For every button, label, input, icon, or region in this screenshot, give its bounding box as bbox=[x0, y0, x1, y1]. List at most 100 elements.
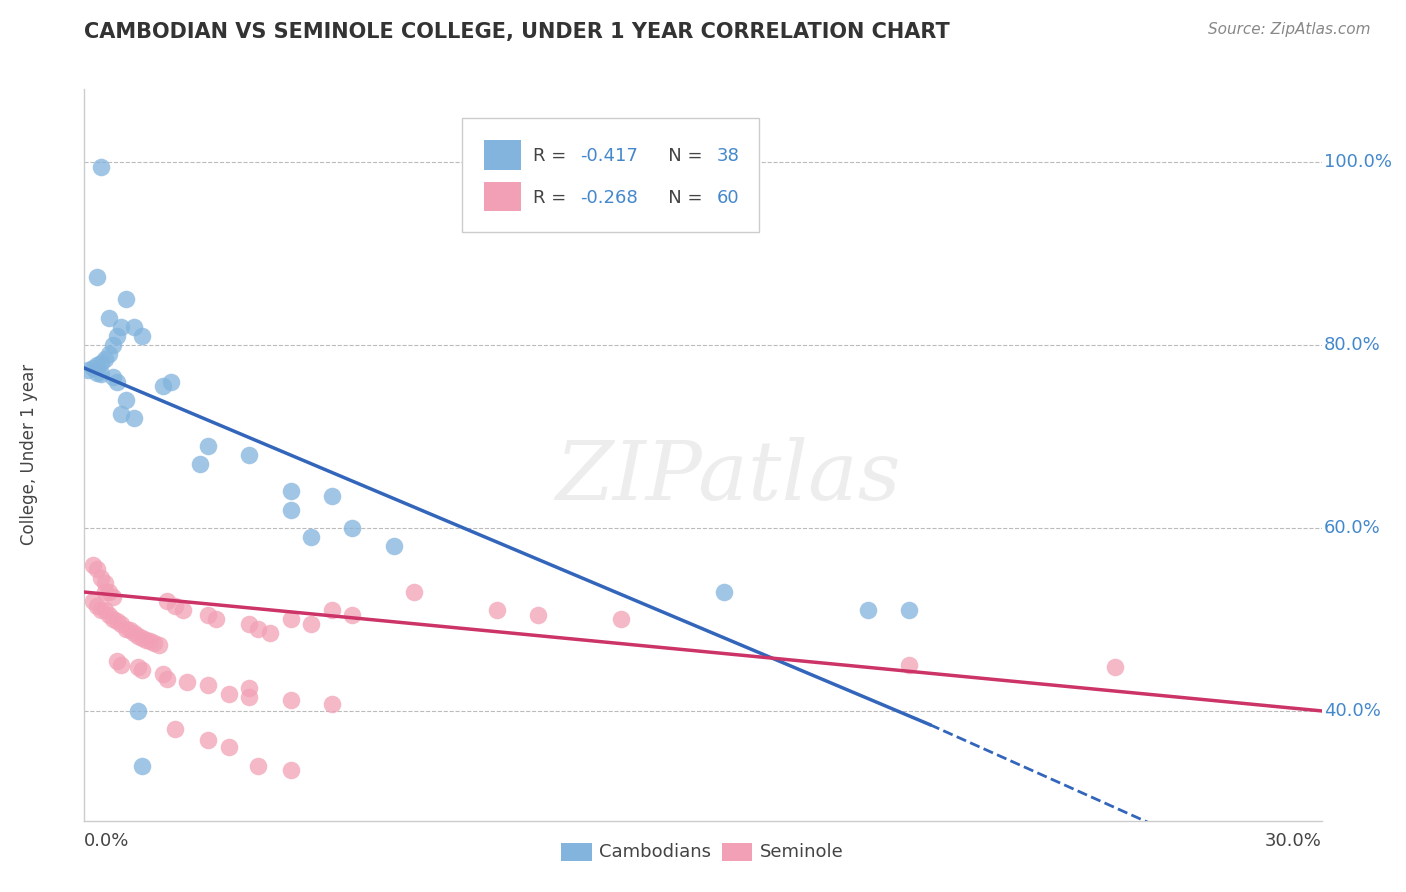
Point bbox=[122, 626, 145, 640]
FancyBboxPatch shape bbox=[461, 119, 759, 232]
Point bbox=[103, 613, 125, 627]
Point bbox=[90, 571, 112, 585]
Point bbox=[218, 740, 240, 755]
Point bbox=[127, 660, 149, 674]
FancyBboxPatch shape bbox=[484, 140, 522, 169]
Point bbox=[156, 672, 179, 686]
Point bbox=[280, 503, 302, 517]
Point bbox=[103, 590, 125, 604]
FancyBboxPatch shape bbox=[484, 182, 522, 211]
Point bbox=[139, 634, 162, 648]
Text: Source: ZipAtlas.com: Source: ZipAtlas.com bbox=[1208, 22, 1371, 37]
Point bbox=[188, 457, 211, 471]
Point bbox=[238, 681, 260, 695]
Point bbox=[90, 368, 112, 382]
Point bbox=[172, 603, 194, 617]
Point bbox=[321, 697, 343, 711]
Point bbox=[856, 603, 879, 617]
Point bbox=[160, 375, 183, 389]
Point bbox=[299, 530, 322, 544]
Text: CAMBODIAN VS SEMINOLE COLLEGE, UNDER 1 YEAR CORRELATION CHART: CAMBODIAN VS SEMINOLE COLLEGE, UNDER 1 Y… bbox=[84, 22, 950, 42]
Point bbox=[246, 758, 269, 772]
Point bbox=[238, 690, 260, 705]
Point bbox=[94, 585, 117, 599]
Point bbox=[197, 607, 219, 622]
Text: 0.0%: 0.0% bbox=[84, 831, 129, 849]
Point bbox=[110, 320, 132, 334]
Point bbox=[94, 351, 117, 366]
Point bbox=[280, 764, 302, 778]
Point bbox=[110, 407, 132, 421]
Point bbox=[110, 617, 132, 632]
Point bbox=[94, 576, 117, 591]
Point bbox=[259, 626, 281, 640]
Point bbox=[152, 379, 174, 393]
Text: 40.0%: 40.0% bbox=[1324, 702, 1381, 720]
Point bbox=[485, 603, 508, 617]
Point bbox=[165, 599, 187, 613]
Point bbox=[77, 363, 100, 377]
Point bbox=[321, 603, 343, 617]
FancyBboxPatch shape bbox=[561, 843, 592, 861]
Point bbox=[898, 603, 921, 617]
Point bbox=[118, 624, 141, 638]
Point bbox=[103, 338, 125, 352]
Point bbox=[135, 632, 157, 647]
Point bbox=[105, 329, 128, 343]
Point bbox=[165, 723, 187, 737]
Point bbox=[299, 617, 322, 632]
Point bbox=[382, 539, 405, 553]
Text: 38: 38 bbox=[717, 147, 740, 166]
Point bbox=[127, 629, 149, 643]
Point bbox=[713, 585, 735, 599]
Text: -0.268: -0.268 bbox=[581, 189, 638, 207]
Point bbox=[114, 293, 136, 307]
Point bbox=[238, 617, 260, 632]
Point bbox=[197, 678, 219, 692]
Point bbox=[246, 622, 269, 636]
Text: 80.0%: 80.0% bbox=[1324, 336, 1381, 354]
Point bbox=[238, 448, 260, 462]
Point bbox=[321, 489, 343, 503]
Point bbox=[94, 603, 117, 617]
Point bbox=[1104, 660, 1126, 674]
Point bbox=[131, 758, 153, 772]
Point bbox=[342, 607, 364, 622]
Point bbox=[148, 638, 170, 652]
Text: N =: N = bbox=[651, 147, 709, 166]
Point bbox=[143, 636, 166, 650]
Point bbox=[82, 558, 104, 572]
Point bbox=[105, 615, 128, 629]
Point bbox=[218, 688, 240, 702]
Point bbox=[197, 733, 219, 747]
Point bbox=[86, 599, 108, 613]
Point bbox=[609, 613, 631, 627]
Point bbox=[86, 562, 108, 576]
Point bbox=[90, 603, 112, 617]
Point bbox=[127, 704, 149, 718]
Point bbox=[82, 361, 104, 376]
Point bbox=[131, 663, 153, 677]
Point bbox=[131, 329, 153, 343]
Point bbox=[404, 585, 426, 599]
Point bbox=[280, 693, 302, 707]
Point bbox=[156, 594, 179, 608]
Text: 60.0%: 60.0% bbox=[1324, 519, 1381, 537]
Point bbox=[86, 366, 108, 380]
FancyBboxPatch shape bbox=[721, 843, 752, 861]
Point bbox=[86, 269, 108, 284]
Point bbox=[103, 370, 125, 384]
Point bbox=[197, 439, 219, 453]
Point bbox=[898, 658, 921, 673]
Text: N =: N = bbox=[651, 189, 709, 207]
Point bbox=[122, 320, 145, 334]
Point bbox=[280, 613, 302, 627]
Point bbox=[114, 392, 136, 407]
Point bbox=[98, 585, 121, 599]
Point bbox=[176, 674, 198, 689]
Text: R =: R = bbox=[533, 147, 572, 166]
Point bbox=[114, 622, 136, 636]
Text: -0.417: -0.417 bbox=[581, 147, 638, 166]
Text: College, Under 1 year: College, Under 1 year bbox=[20, 364, 38, 546]
Point bbox=[90, 356, 112, 371]
